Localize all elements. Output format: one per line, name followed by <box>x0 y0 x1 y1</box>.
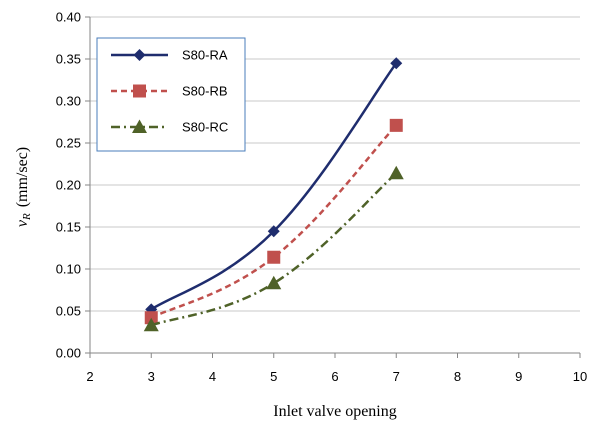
y-tick-label: 0.35 <box>56 52 81 67</box>
data-point <box>389 118 403 132</box>
legend-box <box>96 37 246 152</box>
series-line <box>150 172 398 327</box>
legend-label: S80-RB <box>182 84 228 99</box>
data-point <box>388 165 404 180</box>
y-tick-label: 0.25 <box>56 136 81 151</box>
legend-marker <box>133 84 146 98</box>
data-point <box>144 311 158 325</box>
y-axis-unit: (mm/sec) <box>14 147 31 207</box>
x-tick-label: 9 <box>515 369 522 384</box>
x-tick-label: 8 <box>454 369 461 384</box>
x-tick-label: 3 <box>148 369 155 384</box>
x-tick-labels: 2 3 4 5 6 7 8 9 10 <box>86 369 587 384</box>
series-group <box>143 57 404 332</box>
legend-marker <box>133 49 146 61</box>
y-tick-label: 0.20 <box>56 178 81 193</box>
x-axis-title: Inlet valve opening <box>273 403 397 420</box>
y-axis-title: vR (mm/sec) <box>14 147 33 227</box>
y-tick-label: 0.00 <box>56 346 81 361</box>
data-point <box>267 225 280 238</box>
series-s80-rb <box>144 118 403 325</box>
series-s80-ra <box>145 57 403 316</box>
legend-marker <box>132 119 147 133</box>
series-s80-rc <box>143 165 404 332</box>
x-tick-label: 10 <box>573 369 587 384</box>
x-tick-label: 5 <box>270 369 277 384</box>
y-tick-label: 0.05 <box>56 304 81 319</box>
data-point <box>267 250 281 264</box>
y-tick-label: 0.30 <box>56 94 81 109</box>
legend: S80-RA S80-RB S80-RC <box>96 37 246 152</box>
legend-label: S80-RC <box>182 120 228 135</box>
x-tick-label: 4 <box>209 369 216 384</box>
data-point <box>390 57 403 70</box>
x-tick-label: 7 <box>393 369 400 384</box>
x-tick-label: 2 <box>86 369 93 384</box>
x-tick-label: 6 <box>331 369 338 384</box>
y-tick-label: 0.10 <box>56 262 81 277</box>
data-point <box>266 275 282 290</box>
y-axis-subscript: R <box>21 213 33 221</box>
y-tick-labels: 0.00 0.05 0.10 0.15 0.20 0.25 0.30 0.35 0.40 <box>56 10 81 361</box>
axes <box>85 16 581 358</box>
series-line <box>150 124 398 319</box>
y-tick-label: 0.40 <box>56 10 81 25</box>
y-tick-label: 0.15 <box>56 220 81 235</box>
data-point <box>143 317 159 332</box>
legend-label: S80-RA <box>182 48 228 63</box>
y-axis-variable: v <box>14 219 31 227</box>
